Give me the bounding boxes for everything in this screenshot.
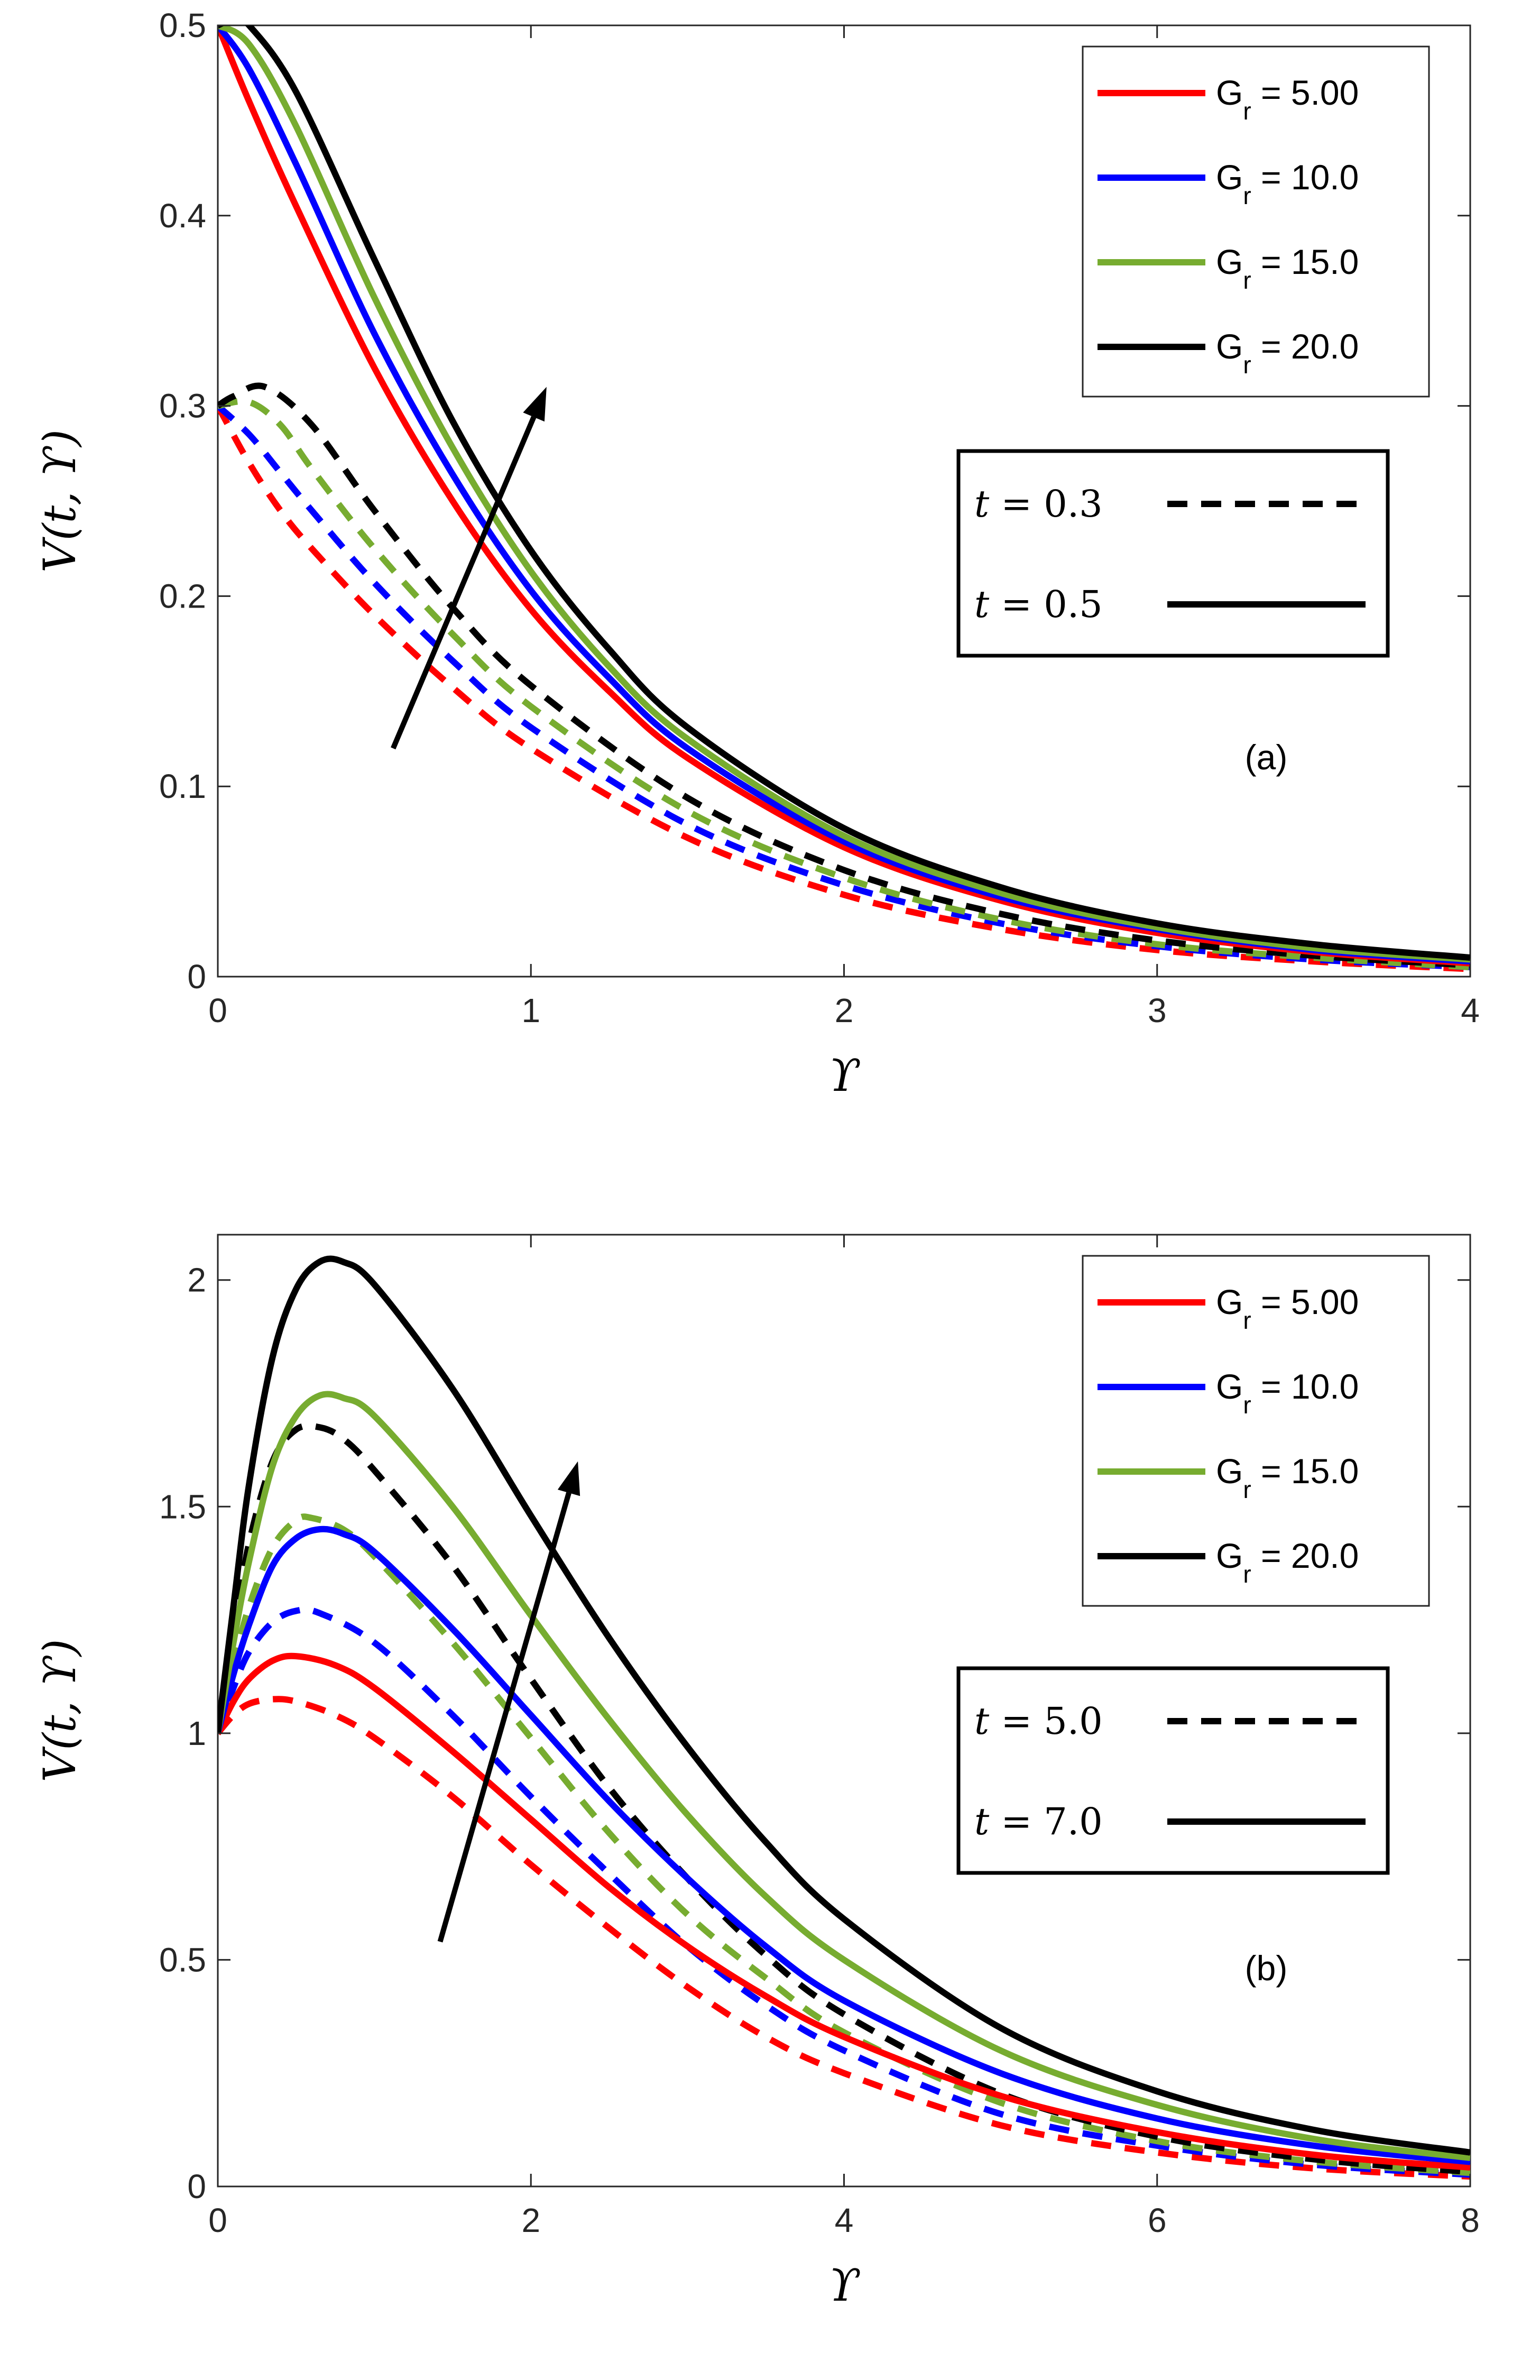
legend-entry-label: Gr = 10.0 <box>1216 158 1359 209</box>
x-axis-label: ϒ <box>829 2259 861 2311</box>
y-tick-label: 0.2 <box>159 577 206 615</box>
time-legend-label: t = 5.0 <box>974 1699 1103 1743</box>
x-tick-label: 2 <box>521 2201 540 2239</box>
x-tick-label: 4 <box>835 2201 854 2239</box>
trend-arrow-shaft <box>437 1492 571 1943</box>
x-tick-label: 8 <box>1461 2201 1480 2239</box>
trend-arrow-head <box>557 1461 580 1496</box>
series-line-gr-15-0-t-5-0 <box>218 1513 1470 2176</box>
y-tick-label: 1.5 <box>159 1487 206 1526</box>
panel-label: (a) <box>1245 738 1288 777</box>
panel-b: 0 2 4 6 8 0 0.5 1 1.5 2 ϒ V(t, ϒ) Gr = 5.00 Gr = 10.0… <box>34 1234 1480 2311</box>
series-line-gr-15-0-t-7-0 <box>218 1391 1470 2161</box>
x-axis-label: ϒ <box>829 1050 861 1101</box>
time-legend-box <box>956 1666 1390 1875</box>
panel-label: (b) <box>1245 1949 1288 1988</box>
panel-a: 0 1 2 3 4 0 0.1 0.2 0.3 0.4 0.5 ϒ V(t, ϒ) Gr = 5.00 Gr… <box>34 6 1480 1101</box>
legend-box <box>1082 45 1430 398</box>
x-tick-label: 3 <box>1148 991 1167 1030</box>
y-tick-label: 0 <box>187 958 206 996</box>
series-line-gr-10-0-t-5-0 <box>218 1606 1470 2178</box>
series-line-gr-20-0-t-0-5 <box>218 25 1470 961</box>
x-tick-label: 0 <box>208 991 227 1030</box>
series-line-gr-15-0-t-0-5 <box>218 25 1470 963</box>
y-tick-label: 0.5 <box>159 1941 206 1979</box>
legend-entry-label: Gr = 20.0 <box>1216 1536 1359 1588</box>
legend-box <box>1082 1255 1430 1607</box>
series-line-gr-5-00-t-5-0 <box>218 1696 1470 2180</box>
y-tick-label: 2 <box>187 1261 206 1299</box>
legend-entry-label: Gr = 15.0 <box>1216 1451 1359 1503</box>
time-legend-label: t = 0.3 <box>974 482 1103 526</box>
y-tick-label: 0.5 <box>159 6 206 44</box>
y-tick-label: 0.1 <box>159 767 206 805</box>
legend-entry-label: Gr = 15.0 <box>1216 242 1359 294</box>
series-line-gr-5-00-t-0-3 <box>218 404 1470 972</box>
time-legend-label: t = 0.5 <box>974 583 1103 626</box>
y-tick-label: 0.3 <box>159 387 206 425</box>
series-line-gr-10-0-t-7-0 <box>218 1526 1470 2165</box>
x-tick-label: 6 <box>1148 2201 1167 2239</box>
series-group <box>218 25 1470 972</box>
y-axis-label: V(t, ϒ) <box>34 429 86 573</box>
y-tick-label: 1 <box>187 1714 206 1752</box>
legend-entry-label: Gr = 5.00 <box>1216 1282 1359 1334</box>
x-tick-label: 2 <box>835 991 854 1030</box>
legend-entry-label: Gr = 10.0 <box>1216 1367 1359 1419</box>
time-legend-box <box>956 449 1390 658</box>
series-line-gr-20-0-t-7-0 <box>218 1255 1470 2156</box>
series-line-gr-5-00-t-0-5 <box>218 25 1470 967</box>
series-group <box>218 1255 1470 2180</box>
y-tick-label: 0.4 <box>159 197 206 235</box>
trend-arrow-shaft <box>391 416 537 750</box>
series-line-gr-15-0-t-0-3 <box>218 398 1470 970</box>
y-axis-label: V(t, ϒ) <box>34 1639 86 1782</box>
legend-entry-label: Gr = 20.0 <box>1216 327 1359 379</box>
legend-entry-label: Gr = 5.00 <box>1216 73 1359 125</box>
trend-arrow-head <box>523 387 547 422</box>
series-line-gr-5-00-t-7-0 <box>218 1652 1470 2171</box>
time-legend-label: t = 7.0 <box>974 1800 1103 1843</box>
x-tick-label: 4 <box>1461 991 1480 1030</box>
x-tick-label: 0 <box>208 2201 227 2239</box>
series-line-gr-10-0-t-0-3 <box>218 403 1470 971</box>
y-tick-label: 0 <box>187 2167 206 2206</box>
x-tick-label: 1 <box>521 991 540 1030</box>
series-line-gr-20-0-t-0-3 <box>218 382 1470 969</box>
